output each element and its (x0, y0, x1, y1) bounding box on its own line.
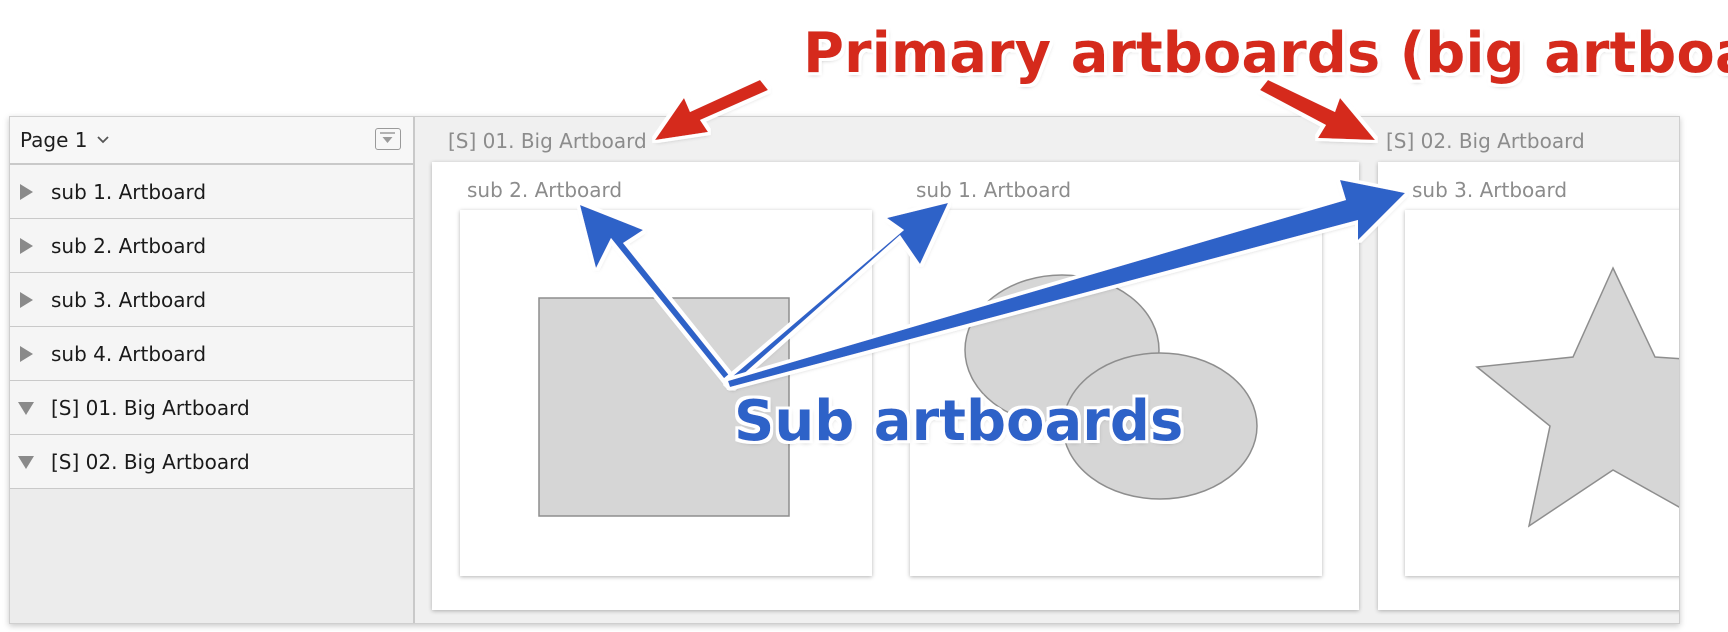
layer-label: sub 2. Artboard (51, 234, 207, 258)
layer-label: [S] 01. Big Artboard (51, 396, 250, 420)
rectangle-shape[interactable] (460, 210, 872, 576)
layer-row-big-artboard-02[interactable]: [S] 02. Big Artboard (10, 435, 413, 489)
disclosure-triangle-right-icon[interactable] (17, 183, 35, 201)
star-shape[interactable] (1405, 210, 1679, 576)
layer-label: sub 1. Artboard (51, 180, 207, 204)
layers-sidebar: Page 1 sub 1. Artboard sub 2. A (10, 117, 415, 623)
sub-artboard-2-title[interactable]: sub 2. Artboard (467, 178, 623, 202)
page-selector-label: Page 1 (20, 128, 88, 152)
layer-label: sub 3. Artboard (51, 288, 207, 312)
big-artboard-02-title[interactable]: [S] 02. Big Artboard (1386, 129, 1585, 153)
layer-row-big-artboard-01[interactable]: [S] 01. Big Artboard (10, 381, 413, 435)
big-artboard-01[interactable]: sub 2. Artboard sub 1. Artboard (432, 162, 1359, 610)
sub-artboard-2[interactable] (460, 210, 872, 576)
disclosure-triangle-right-icon[interactable] (17, 345, 35, 363)
sub-artboard-1[interactable] (910, 210, 1322, 576)
sketch-window: Page 1 sub 1. Artboard sub 2. A (9, 116, 1680, 624)
primary-artboards-annotation: Primary artboards (big artboards) (803, 21, 1728, 86)
page-header: Page 1 (10, 117, 413, 165)
big-artboard-02[interactable]: sub 3. Artboard (1378, 162, 1679, 610)
sub-artboard-3[interactable] (1405, 210, 1679, 576)
collapse-arrow-icon (380, 132, 395, 143)
big-artboard-01-title[interactable]: [S] 01. Big Artboard (448, 129, 647, 153)
layer-label: [S] 02. Big Artboard (51, 450, 250, 474)
disclosure-triangle-right-icon[interactable] (17, 291, 35, 309)
disclosure-triangle-right-icon[interactable] (17, 237, 35, 255)
layer-row-sub-4[interactable]: sub 4. Artboard (10, 327, 413, 381)
disclosure-triangle-down-icon[interactable] (17, 453, 35, 471)
layer-row-sub-2[interactable]: sub 2. Artboard (10, 219, 413, 273)
layer-row-sub-1[interactable]: sub 1. Artboard (10, 165, 413, 219)
page-selector[interactable]: Page 1 (20, 127, 110, 153)
sub-artboard-1-title[interactable]: sub 1. Artboard (916, 178, 1072, 202)
layer-row-sub-3[interactable]: sub 3. Artboard (10, 273, 413, 327)
collapse-pages-button[interactable] (375, 128, 401, 150)
chevron-down-icon (96, 136, 109, 144)
disclosure-triangle-down-icon[interactable] (17, 399, 35, 417)
layer-label: sub 4. Artboard (51, 342, 207, 366)
sub-artboard-3-title[interactable]: sub 3. Artboard (1412, 178, 1568, 202)
canvas[interactable]: [S] 01. Big Artboard sub 2. Artboard sub… (415, 117, 1679, 623)
ellipses-shape[interactable] (910, 210, 1322, 576)
